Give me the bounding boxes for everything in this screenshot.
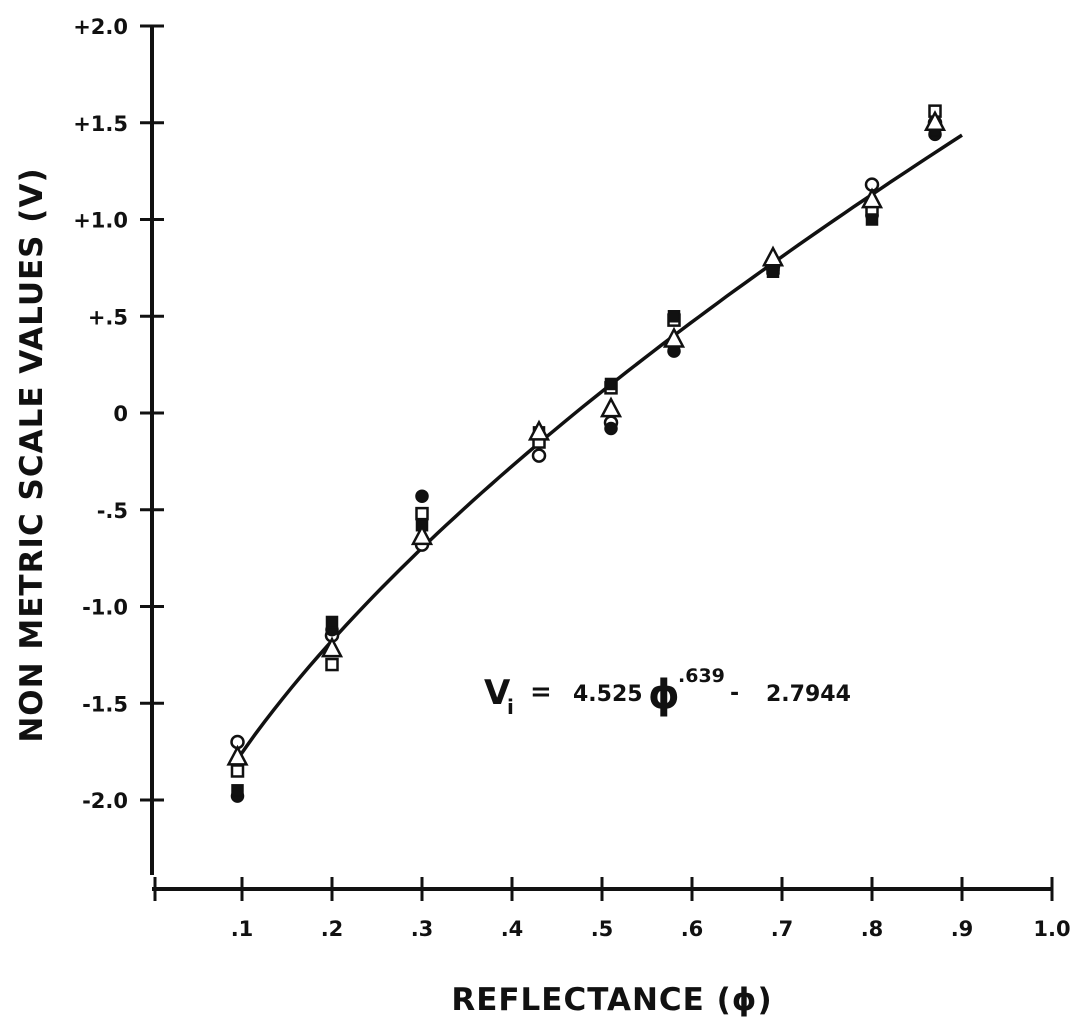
data-point-triangle xyxy=(923,110,947,131)
x-tick-label: .6 xyxy=(681,917,704,941)
data-point-filled-square xyxy=(667,310,681,323)
x-tick-label: .5 xyxy=(591,917,614,941)
equation-constant: 2.7944 xyxy=(766,682,851,707)
equation-minus: - xyxy=(730,681,739,706)
data-point-triangle xyxy=(410,524,434,546)
y-ticks: +2.0 +1.5 +1.0 +.5 0 -.5 -1.0 -1.5 -2.0 xyxy=(73,15,164,813)
x-tick-label: 1.0 xyxy=(1033,917,1070,941)
data-point-triangle xyxy=(527,419,551,441)
x-tick-label: .7 xyxy=(771,917,794,941)
data-point-filled-square xyxy=(231,784,244,797)
x-tick-label: .4 xyxy=(501,917,524,941)
data-point-square xyxy=(325,657,339,672)
y-tick-label: +1.0 xyxy=(73,209,128,233)
x-tick-label: .2 xyxy=(321,917,344,941)
y-axis-title: NON METRIC SCALE VALUES (V) xyxy=(14,167,50,742)
x-tick-label: .1 xyxy=(231,917,254,941)
data-point-filled-circle xyxy=(415,489,429,503)
data-point-triangle xyxy=(662,326,686,348)
y-tick-label: -.5 xyxy=(97,499,128,523)
equation-equals: = xyxy=(530,677,552,707)
data-point-triangle xyxy=(320,636,344,658)
fit-curve-group xyxy=(236,133,963,761)
y-tick-label: -2.0 xyxy=(82,789,128,813)
axes xyxy=(150,25,1052,891)
data-point-square xyxy=(230,764,245,778)
x-ticks: .1 .2 .3 .4 .5 .6 .7 .8 .9 1.0 xyxy=(153,877,1071,941)
y-tick-label: +2.0 xyxy=(73,15,128,39)
data-point-triangle xyxy=(599,396,623,418)
equation-phi: ϕ xyxy=(648,672,680,718)
equation-v: V xyxy=(484,673,511,713)
equation-subscript: i xyxy=(507,695,514,719)
equation-exponent: .639 xyxy=(678,665,725,687)
y-tick-label: 0 xyxy=(113,402,128,426)
y-tick-label: +.5 xyxy=(88,305,128,329)
y-tick-label: -1.5 xyxy=(82,692,128,716)
data-point-filled-circle xyxy=(604,421,618,436)
equation-coefficient: 4.525 xyxy=(573,682,643,707)
data-point-circle xyxy=(531,448,547,463)
y-tick-label: +1.5 xyxy=(73,112,128,136)
x-tick-label: .8 xyxy=(861,917,884,941)
data-points xyxy=(226,104,947,803)
fit-equation: V i = 4.525 ϕ .639 - 2.7944 xyxy=(484,665,851,719)
x-tick-label: .9 xyxy=(951,917,974,941)
data-point-triangle xyxy=(226,744,249,766)
x-tick-label: .3 xyxy=(411,917,434,941)
data-point-filled-square xyxy=(865,213,879,226)
x-axis-title: REFLECTANCE (ϕ) xyxy=(451,982,772,1018)
data-point-filled-square xyxy=(325,615,339,629)
fit-curve xyxy=(236,133,963,761)
data-point-square xyxy=(415,506,429,521)
data-point-filled-square xyxy=(766,265,780,278)
data-point-triangle xyxy=(761,245,785,267)
data-point-filled-square xyxy=(604,377,618,391)
data-point-triangle xyxy=(860,187,884,209)
y-tick-label: -1.0 xyxy=(82,596,128,620)
